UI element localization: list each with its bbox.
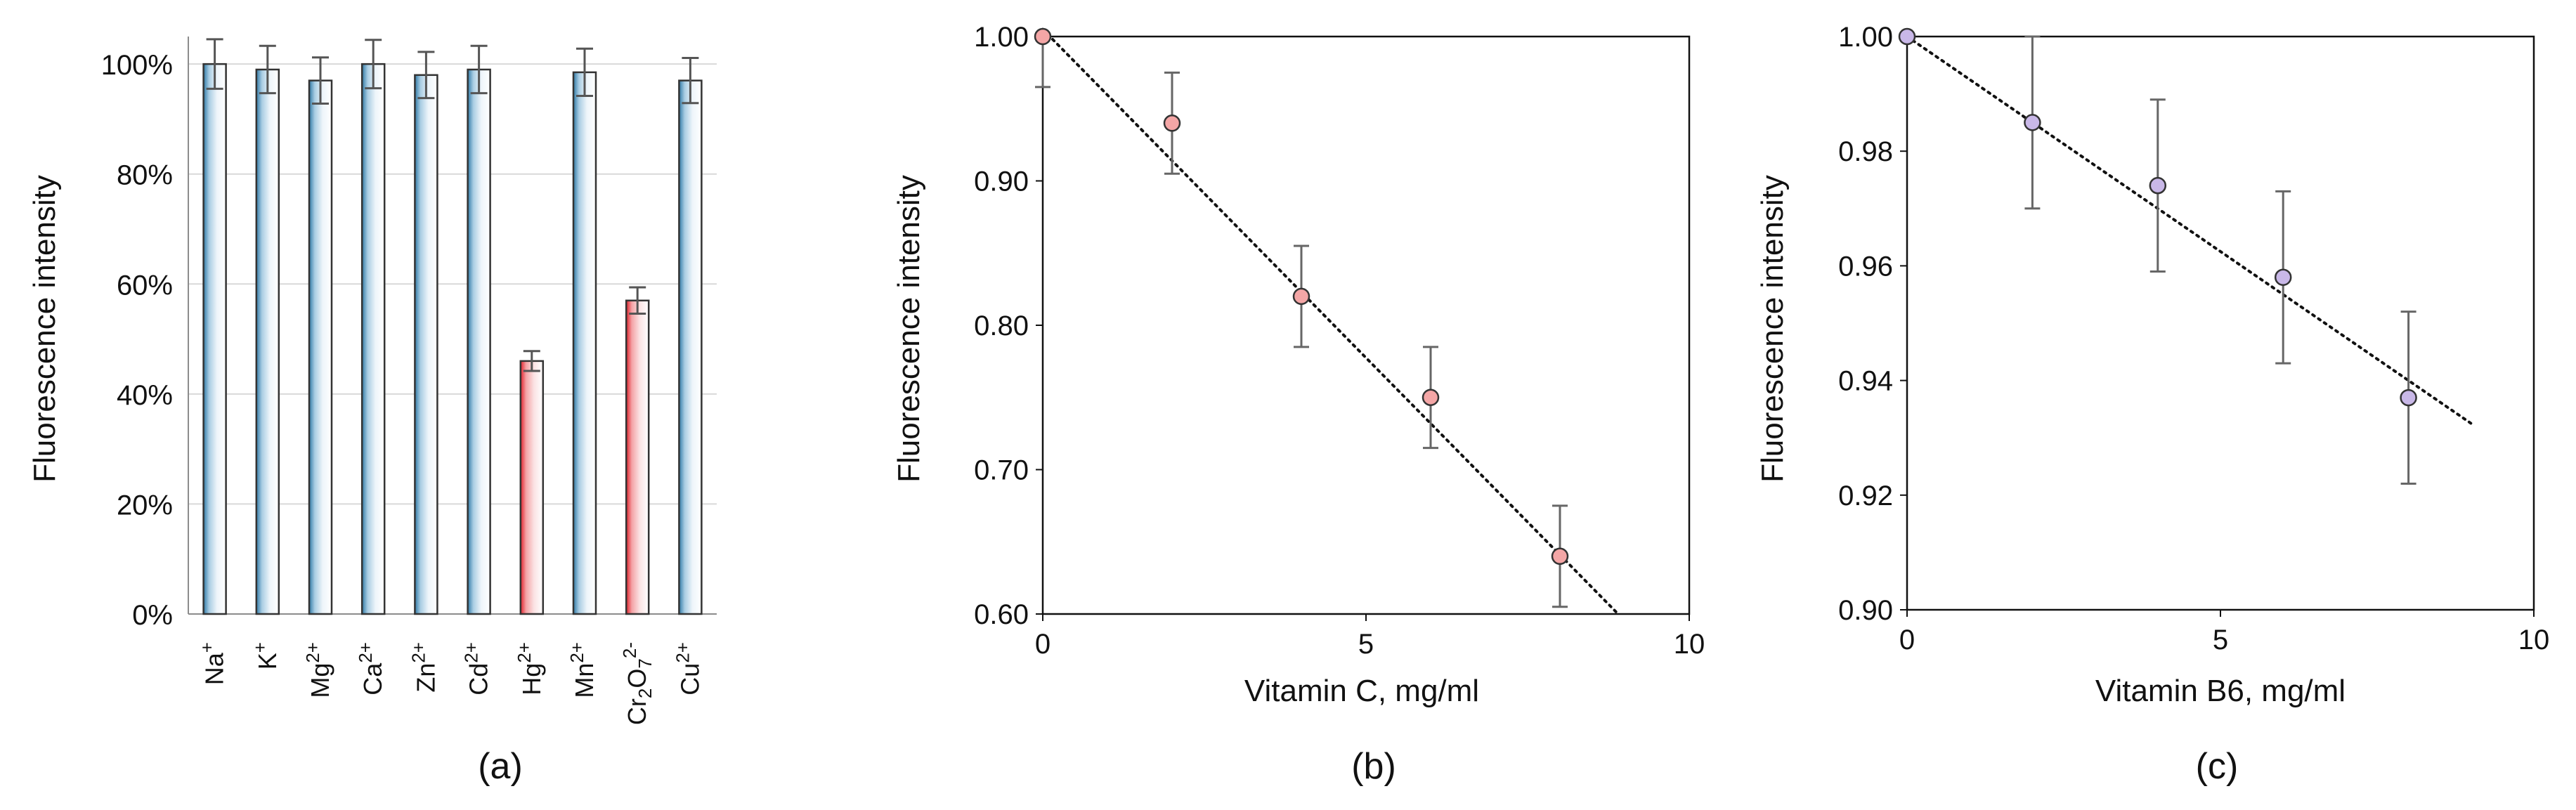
c-trendline (1906, 35, 2473, 425)
a-x-tick-label: Na+ (197, 642, 229, 685)
c-data-point (2149, 176, 2167, 195)
a-x-tick-label: Cu2+ (672, 642, 704, 695)
c-y-tick-label: 0.92 (1838, 481, 1893, 511)
panel-a-bar-chart: 0% 20% 40% 60% 80% 100% Na+ K+ Mg2+ Ca2+ Zn2+ Cd2+… (27, 37, 717, 787)
a-bar (572, 71, 597, 615)
a-error-bars (206, 38, 699, 372)
panel-c-scatter-chart: 0.90 0.92 0.94 0.96 0.98 1.00 0 5 10 Vitamin B6,… (1755, 22, 2549, 787)
c-y-tick-label: 1.00 (1838, 22, 1893, 53)
b-x-tick-label: 0 (1035, 629, 1050, 660)
a-bar (678, 79, 703, 615)
b-trendline (1041, 27, 1620, 615)
a-x-tick-label: Mn2+ (566, 642, 599, 698)
a-bar (519, 360, 545, 615)
b-data-point (1163, 115, 1181, 132)
c-x-tick-label: 10 (2518, 625, 2550, 655)
b-data-point (1292, 287, 1310, 306)
a-bar (414, 74, 438, 615)
b-y-tick-label: 0.80 (974, 311, 1029, 341)
a-y-tick-label: 0% (132, 600, 173, 631)
b-data-point (1422, 388, 1440, 406)
b-y-tick-label: 0.60 (974, 599, 1029, 630)
a-bar (308, 79, 333, 615)
c-frame (1906, 35, 2535, 611)
a-y-tick-label: 100% (101, 50, 173, 81)
b-y-tick-label: 0.90 (974, 166, 1029, 197)
c-y-tick-label: 0.96 (1838, 251, 1893, 282)
b-panel-label: (b) (1351, 746, 1396, 787)
a-bar (255, 68, 280, 615)
b-y-tick-label: 0.70 (974, 455, 1029, 486)
c-y-tick-label: 0.94 (1838, 366, 1893, 397)
b-x-tick-label: 10 (1674, 629, 1705, 660)
panel-b-scatter-chart: 0.60 0.70 0.80 0.90 1.00 0 5 10 Vitamin C, mg/m… (892, 22, 1705, 787)
a-y-tick-label: 20% (117, 490, 173, 521)
c-plot-area: 0.90 0.92 0.94 0.96 0.98 1.00 0 5 10 (1838, 22, 2549, 655)
a-x-tick-label: K+ (249, 642, 282, 669)
a-bar (360, 63, 386, 615)
a-bar (202, 63, 227, 615)
c-x-tick-label: 0 (1899, 625, 1915, 655)
b-x-axis-label: Vitamin C, mg/ml (1244, 674, 1479, 708)
a-bars (202, 63, 703, 615)
c-panel-label: (c) (2196, 746, 2239, 787)
c-data-point (2274, 268, 2292, 286)
c-data-point (2024, 114, 2041, 131)
b-x-tick-label: 5 (1358, 629, 1374, 660)
c-data-point (2400, 388, 2417, 407)
a-x-tick-label: Cd2+ (461, 642, 493, 695)
c-y-axis-label: Fluorescence intensity (1755, 175, 1790, 483)
b-data-point (1034, 27, 1052, 46)
a-x-tick-label: Zn2+ (408, 642, 440, 693)
a-y-tick-label: 60% (117, 270, 173, 301)
b-y-axis-label: Fluorescence intensity (892, 175, 926, 483)
b-frame (1041, 35, 1691, 615)
a-y-tick-labels: 0% 20% 40% 60% 80% 100% (101, 50, 173, 631)
b-data-point (1551, 547, 1569, 566)
a-bar (625, 299, 650, 615)
b-y-tick-label: 1.00 (974, 22, 1029, 53)
a-x-tick-label: Ca2+ (355, 642, 387, 695)
a-panel-label: (a) (478, 746, 523, 787)
a-x-tick-label: Cr2O72- (619, 642, 656, 725)
a-x-tick-label: Mg2+ (302, 642, 334, 698)
a-x-tick-labels: Na+ K+ Mg2+ Ca2+ Zn2+ Cd2+ Hg2+ Mn2+ Cr2O72- Cu2+ (197, 642, 705, 725)
c-x-axis-label: Vitamin B6, mg/ml (2095, 674, 2346, 708)
b-plot-area: 0.60 0.70 0.80 0.90 1.00 0 5 10 (974, 22, 1705, 660)
c-x-tick-label: 5 (2213, 625, 2228, 655)
a-x-tick-label: Hg2+ (514, 642, 546, 695)
c-y-tick-label: 0.98 (1838, 136, 1893, 167)
a-bar (467, 68, 491, 615)
c-data-point (1898, 27, 1916, 46)
a-y-tick-label: 40% (117, 380, 173, 411)
c-y-tick-label: 0.90 (1838, 595, 1893, 626)
a-y-tick-label: 80% (117, 160, 173, 191)
a-y-axis-label: Fluorescence intensity (27, 175, 62, 483)
